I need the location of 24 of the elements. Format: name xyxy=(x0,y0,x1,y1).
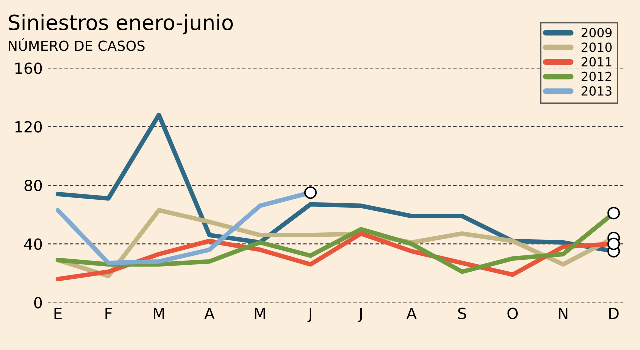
x-tick-label: A xyxy=(406,308,417,320)
x-tick-label: M xyxy=(154,308,164,320)
legend-label: 2012 xyxy=(582,72,612,82)
y-tick-label: 0 xyxy=(34,297,42,309)
x-tick-label: D xyxy=(610,308,619,320)
x-tick-label: F xyxy=(106,308,112,320)
x-tick-label: M xyxy=(255,308,266,320)
x-tick-label: S xyxy=(458,308,466,320)
y-tick-label: 80 xyxy=(24,180,42,192)
x-tick-label: N xyxy=(559,308,568,320)
x-tick-label: A xyxy=(204,308,215,320)
x-tick-label: J xyxy=(308,308,312,322)
x-tick-label: O xyxy=(508,308,518,320)
y-tick-label: 40 xyxy=(24,238,42,250)
legend-label: 2011 xyxy=(582,57,612,67)
legend-label: 2010 xyxy=(582,42,612,52)
y-tick-label: 120 xyxy=(16,121,42,133)
y-tick-label: 160 xyxy=(16,62,42,74)
chart-subtitle: NÚMERO DE CASOS xyxy=(9,38,145,52)
legend-label: 2009 xyxy=(582,28,612,38)
legend-label: 2013 xyxy=(582,86,612,96)
chart-title: Siniestros enero-junio xyxy=(9,14,234,35)
x-tick-label: J xyxy=(358,308,362,322)
x-tick-label: E xyxy=(54,308,62,320)
